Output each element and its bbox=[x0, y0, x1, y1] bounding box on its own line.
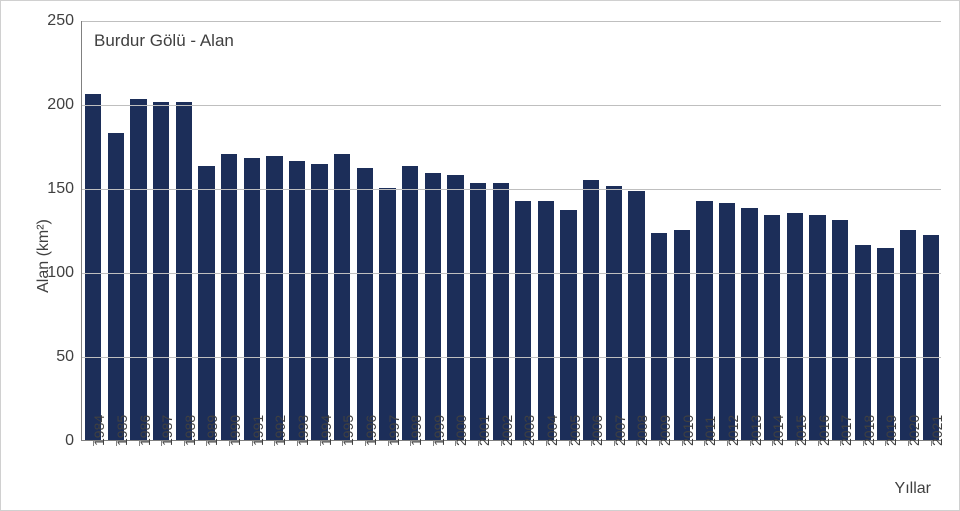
x-tick-label: 2016 bbox=[816, 415, 832, 446]
x-tick-label: 1991 bbox=[250, 415, 266, 446]
bar bbox=[493, 183, 509, 440]
x-tick-label: 1994 bbox=[318, 415, 334, 446]
x-tick-label: 1985 bbox=[114, 415, 130, 446]
x-tick-label: 2002 bbox=[499, 415, 515, 446]
bar bbox=[877, 248, 893, 440]
x-tick-label: 2005 bbox=[567, 415, 583, 446]
bar bbox=[266, 156, 282, 440]
bar bbox=[244, 158, 260, 440]
x-tick-label: 2013 bbox=[748, 415, 764, 446]
bar bbox=[130, 99, 146, 440]
x-tick-label: 2003 bbox=[521, 415, 537, 446]
bar bbox=[560, 210, 576, 440]
bar bbox=[787, 213, 803, 440]
x-tick-label: 1984 bbox=[91, 415, 107, 446]
x-tick-label: 1995 bbox=[340, 415, 356, 446]
x-tick-label: 1996 bbox=[363, 415, 379, 446]
x-tick-label: 2006 bbox=[589, 415, 605, 446]
x-tick-label: 2019 bbox=[883, 415, 899, 446]
x-tick-label: 2007 bbox=[612, 415, 628, 446]
bar bbox=[696, 201, 712, 440]
x-tick-label: 1988 bbox=[182, 415, 198, 446]
x-tick-label: 2015 bbox=[793, 415, 809, 446]
x-tick-label: 2010 bbox=[680, 415, 696, 446]
y-tick-label: 50 bbox=[56, 348, 82, 366]
bar bbox=[855, 245, 871, 440]
x-tick-label: 2021 bbox=[929, 415, 945, 446]
gridline bbox=[82, 21, 941, 22]
x-tick-label: 1987 bbox=[159, 415, 175, 446]
bar bbox=[470, 183, 486, 440]
bar bbox=[583, 180, 599, 440]
y-tick-label: 150 bbox=[47, 180, 82, 198]
x-tick-label: 1992 bbox=[272, 415, 288, 446]
bar bbox=[447, 175, 463, 440]
gridline bbox=[82, 189, 941, 190]
x-tick-label: 1997 bbox=[386, 415, 402, 446]
x-tick-label: 1998 bbox=[408, 415, 424, 446]
y-tick-label: 250 bbox=[47, 12, 82, 30]
x-tick-label: 1986 bbox=[137, 415, 153, 446]
bar bbox=[311, 164, 327, 440]
bar bbox=[764, 215, 780, 440]
x-tick-label: 2000 bbox=[453, 415, 469, 446]
x-tick-label: 2004 bbox=[544, 415, 560, 446]
gridline bbox=[82, 105, 941, 106]
x-tick-label: 2008 bbox=[634, 415, 650, 446]
bar bbox=[402, 166, 418, 440]
bar bbox=[923, 235, 939, 440]
bar bbox=[176, 102, 192, 440]
bar bbox=[719, 203, 735, 440]
bar bbox=[289, 161, 305, 440]
x-tick-label: 1990 bbox=[227, 415, 243, 446]
bar bbox=[221, 154, 237, 440]
bar bbox=[198, 166, 214, 440]
bar bbox=[379, 188, 395, 440]
x-tick-label: 1989 bbox=[204, 415, 220, 446]
bar bbox=[108, 133, 124, 440]
gridline bbox=[82, 357, 941, 358]
bar bbox=[674, 230, 690, 440]
bar bbox=[741, 208, 757, 440]
x-tick-label: 2011 bbox=[702, 416, 718, 446]
bar bbox=[85, 94, 101, 440]
x-tick-label: 2012 bbox=[725, 415, 741, 446]
bar bbox=[538, 201, 554, 440]
bar bbox=[809, 215, 825, 440]
x-tick-label: 2018 bbox=[861, 415, 877, 446]
x-axis-label: Yıllar bbox=[895, 480, 931, 498]
bar bbox=[628, 191, 644, 440]
bar bbox=[900, 230, 916, 440]
bar bbox=[651, 233, 667, 440]
x-tick-label: 2001 bbox=[476, 415, 492, 446]
x-tick-label: 2017 bbox=[838, 415, 854, 446]
bar bbox=[357, 168, 373, 440]
gridline bbox=[82, 273, 941, 274]
x-tick-label: 2020 bbox=[906, 415, 922, 446]
plot-area: Burdur Gölü - Alan Yıllar 05010015020025… bbox=[81, 21, 941, 441]
bar bbox=[606, 186, 622, 440]
chart-container: Alan (km²) Burdur Gölü - Alan Yıllar 050… bbox=[0, 0, 960, 511]
x-tick-label: 2009 bbox=[657, 415, 673, 446]
bars-layer bbox=[82, 21, 941, 440]
bar bbox=[515, 201, 531, 440]
y-tick-label: 100 bbox=[47, 264, 82, 282]
bar bbox=[832, 220, 848, 440]
x-tick-label: 2014 bbox=[770, 415, 786, 446]
bar bbox=[153, 102, 169, 440]
y-tick-label: 200 bbox=[47, 96, 82, 114]
x-tick-label: 1993 bbox=[295, 415, 311, 446]
bar bbox=[334, 154, 350, 440]
bar bbox=[425, 173, 441, 440]
y-tick-label: 0 bbox=[65, 432, 82, 450]
x-tick-label: 1999 bbox=[431, 415, 447, 446]
